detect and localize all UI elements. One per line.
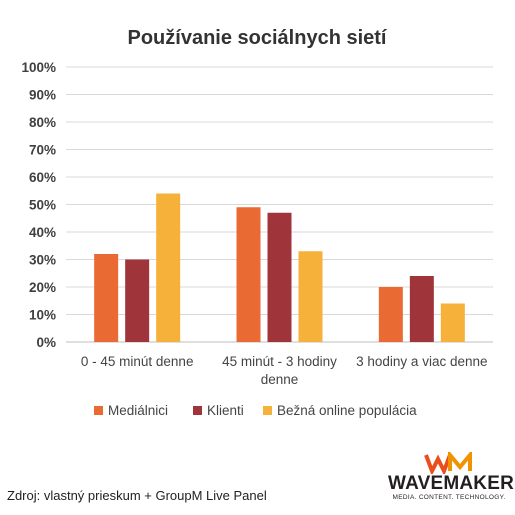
legend-swatch <box>263 406 272 415</box>
chart: Používanie sociálnych sietí 0% 10% 20% 30% 4… <box>21 27 493 418</box>
x-tick-label: 0 - 45 minút denne <box>81 354 194 369</box>
y-tick-label: 80% <box>29 115 56 130</box>
wavemaker-logo: WAVEMAKER MEDIA. CONTENT. TECHNOLOGY. <box>388 452 515 502</box>
source-note: Zdroj: vlastný prieskum + GroupM Live Pa… <box>7 488 267 503</box>
bar <box>267 212 292 342</box>
y-tick-label: 90% <box>29 88 56 103</box>
bars <box>94 193 465 342</box>
y-axis-ticks: 0% 10% 20% 30% 40% 50% 60% 70% 80% 90% 100% <box>21 60 56 350</box>
chart-title: Používanie sociálnych sietí <box>128 27 388 49</box>
y-tick-label: 0% <box>36 335 56 350</box>
y-tick-label: 30% <box>29 253 56 268</box>
y-tick-label: 70% <box>29 143 56 158</box>
y-tick-label: 60% <box>29 170 56 185</box>
bar <box>94 254 119 342</box>
x-tick-label: denne <box>261 372 299 387</box>
legend-label: Klienti <box>207 403 244 418</box>
bar <box>409 276 434 342</box>
bar <box>378 287 403 342</box>
legend-swatch <box>193 406 202 415</box>
x-axis-ticks: 0 - 45 minút denne 45 minút - 3 hodiny den… <box>81 354 488 387</box>
legend-label: Bežná online populácia <box>277 403 417 418</box>
y-tick-label: 50% <box>29 198 56 213</box>
bar <box>156 193 181 342</box>
wm-logo-icon <box>424 452 472 474</box>
y-tick-label: 20% <box>29 280 56 295</box>
x-tick-label: 3 hodiny a viac denne <box>356 354 487 369</box>
logo-name: WAVEMAKER <box>388 473 515 494</box>
bar <box>125 259 150 342</box>
bar <box>236 207 261 342</box>
y-tick-label: 40% <box>29 225 56 240</box>
y-tick-label: 100% <box>21 60 56 75</box>
legend-swatch <box>94 406 103 415</box>
y-tick-label: 10% <box>29 308 56 323</box>
logo-tagline: MEDIA. CONTENT. TECHNOLOGY. <box>392 494 506 501</box>
x-tick-label: 45 minút - 3 hodiny <box>222 354 337 369</box>
bar <box>298 251 323 342</box>
legend: Mediálnici Klienti Bežná online populácia <box>94 403 417 418</box>
bar <box>440 303 465 342</box>
legend-label: Mediálnici <box>108 403 168 418</box>
